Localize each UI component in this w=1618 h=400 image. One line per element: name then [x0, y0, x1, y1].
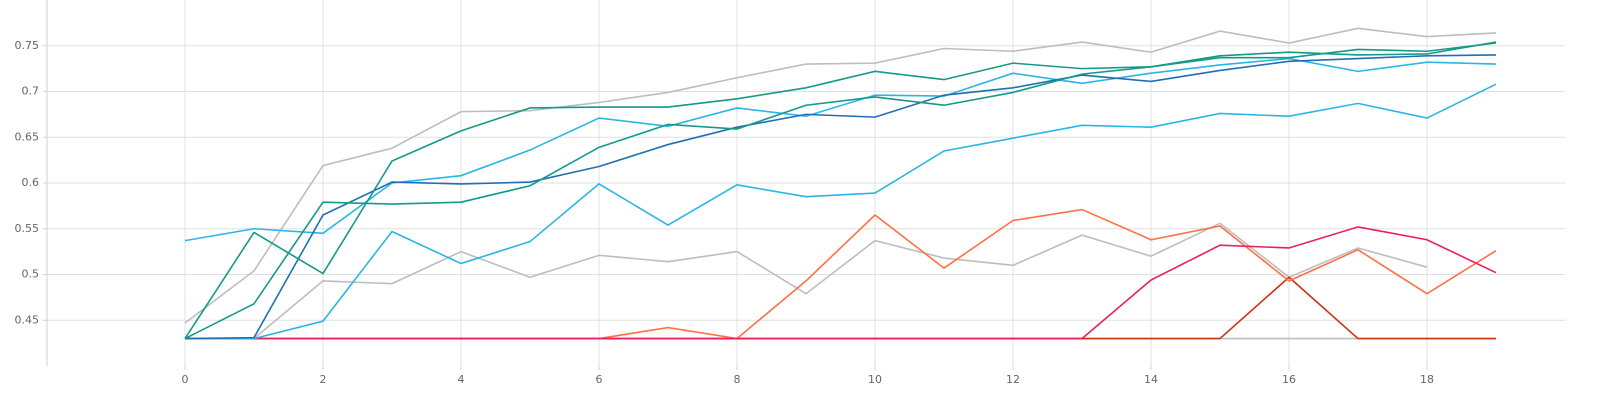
- x-tick-label: 18: [1420, 373, 1434, 386]
- x-tick-label: 2: [320, 373, 327, 386]
- x-tick-label: 6: [596, 373, 603, 386]
- x-tick-label: 12: [1006, 373, 1020, 386]
- line: [184, 42, 1497, 339]
- x-tick-label: 4: [458, 373, 465, 386]
- line: [184, 54, 1497, 340]
- y-tick-label: 0.5: [22, 268, 40, 281]
- y-tick-label: 0.75: [15, 39, 40, 52]
- y-tick-label: 0.45: [15, 313, 40, 326]
- x-tick-label: 16: [1282, 373, 1296, 386]
- line: [185, 83, 1497, 340]
- y-tick-label: 0.7: [22, 85, 40, 98]
- line: [253, 222, 1428, 340]
- y-tick-label: 0.55: [15, 222, 40, 235]
- line: [184, 41, 1497, 340]
- line: [184, 27, 1497, 324]
- x-tick-label: 10: [868, 373, 882, 386]
- line: [185, 226, 1497, 340]
- x-tick-label: 8: [734, 373, 741, 386]
- line: [185, 276, 1496, 340]
- y-tick-label: 0.65: [15, 130, 40, 143]
- y-tick-label: 0.6: [22, 176, 40, 189]
- x-tick-label: 0: [182, 373, 189, 386]
- x-tick-label: 14: [1144, 373, 1158, 386]
- line: [184, 57, 1497, 242]
